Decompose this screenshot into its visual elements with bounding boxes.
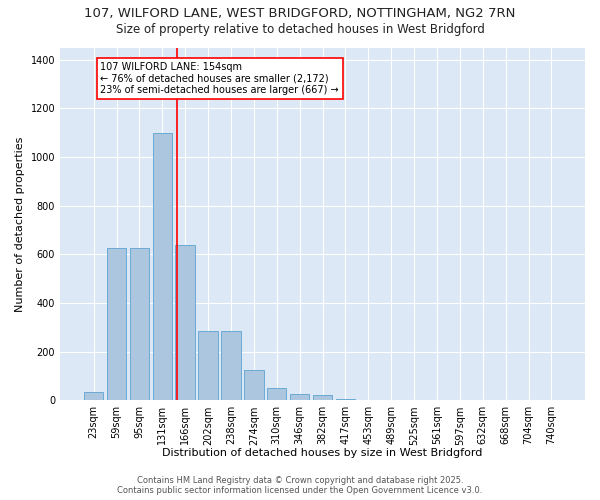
Bar <box>244 370 263 400</box>
Bar <box>290 394 310 400</box>
Text: Contains HM Land Registry data © Crown copyright and database right 2025.
Contai: Contains HM Land Registry data © Crown c… <box>118 476 482 495</box>
Bar <box>152 132 172 400</box>
Text: Size of property relative to detached houses in West Bridgford: Size of property relative to detached ho… <box>116 22 484 36</box>
Bar <box>313 396 332 400</box>
Bar <box>199 331 218 400</box>
Y-axis label: Number of detached properties: Number of detached properties <box>15 136 25 312</box>
Bar <box>335 399 355 400</box>
X-axis label: Distribution of detached houses by size in West Bridgford: Distribution of detached houses by size … <box>163 448 483 458</box>
Bar <box>107 248 126 400</box>
Bar <box>175 244 195 400</box>
Bar <box>84 392 103 400</box>
Text: 107, WILFORD LANE, WEST BRIDGFORD, NOTTINGHAM, NG2 7RN: 107, WILFORD LANE, WEST BRIDGFORD, NOTTI… <box>85 8 515 20</box>
Bar <box>130 248 149 400</box>
Bar <box>267 388 286 400</box>
Bar <box>221 331 241 400</box>
Text: 107 WILFORD LANE: 154sqm
← 76% of detached houses are smaller (2,172)
23% of sem: 107 WILFORD LANE: 154sqm ← 76% of detach… <box>100 62 339 96</box>
